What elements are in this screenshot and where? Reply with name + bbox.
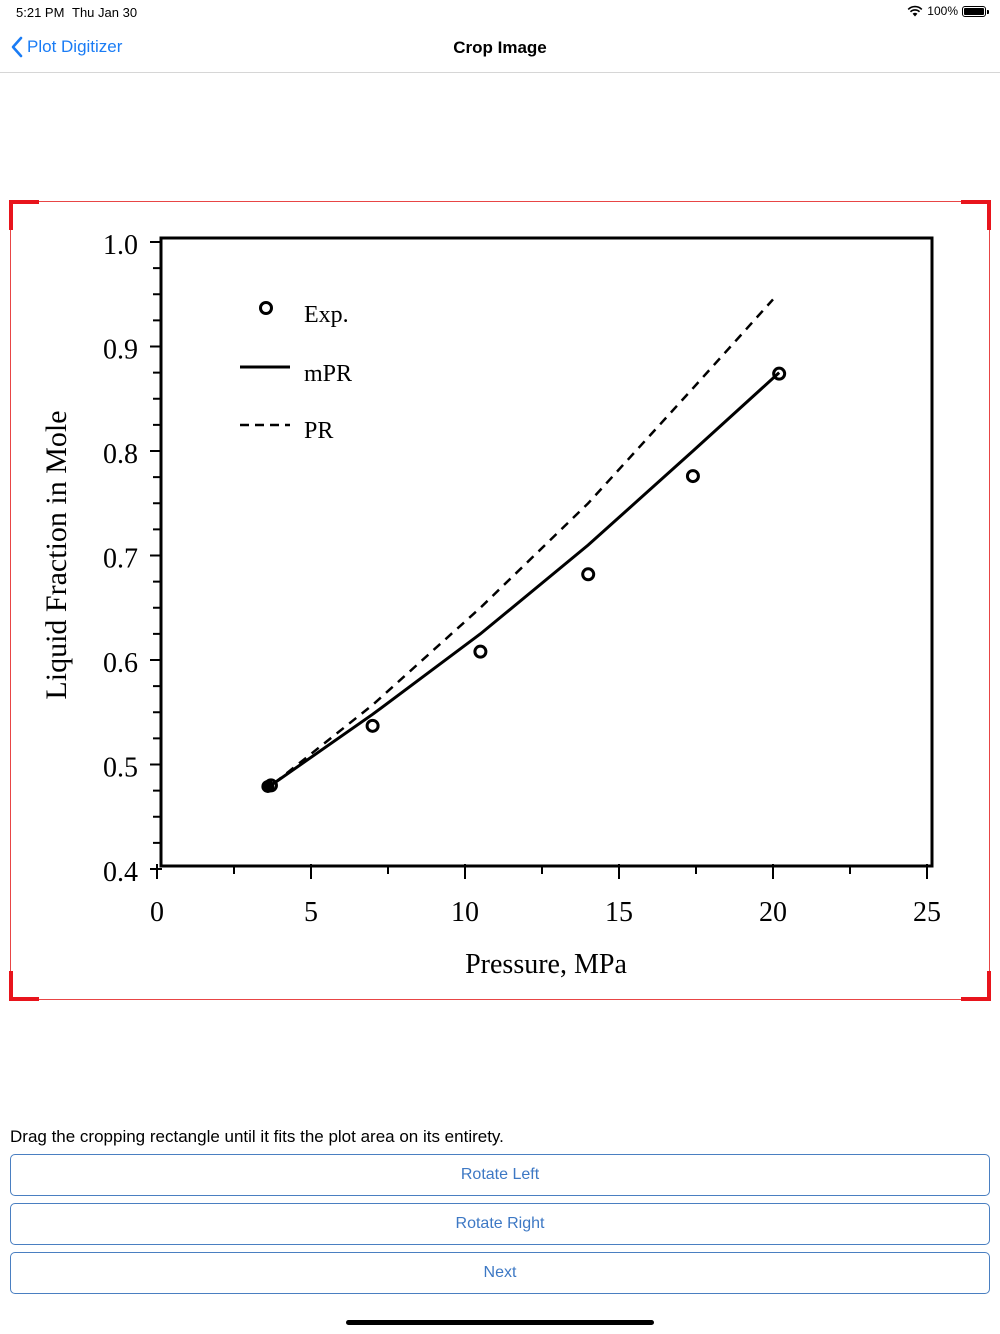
x-tick-label: 25 (913, 897, 941, 928)
y-axis-label: Liquid Fraction in Mole (40, 410, 73, 699)
plot-image: 0.4 0.5 0.6 0.7 0.8 0.9 1.0 0 5 10 15 20 25 Liquid F… (40, 230, 941, 980)
y-tick-label: 0.4 (103, 857, 138, 888)
data-point-exp (581, 567, 596, 582)
back-button[interactable]: Plot Digitizer (10, 36, 122, 58)
series-line-pr (273, 298, 774, 785)
battery-icon (962, 5, 989, 17)
next-button[interactable]: Next (10, 1252, 990, 1294)
navigation-bar: Plot Digitizer Crop Image (0, 24, 1000, 73)
x-axis-label: Pressure, MPa (465, 949, 627, 980)
legend-label-mpr: mPR (304, 361, 352, 387)
y-tick-label: 0.6 (103, 648, 138, 679)
legend-label-pr: PR (304, 418, 333, 444)
x-tick-label: 15 (605, 897, 633, 928)
crop-handle-top-left[interactable] (9, 200, 39, 230)
x-tick-label: 5 (304, 897, 318, 928)
status-time: 5:21 PM (16, 5, 65, 20)
crop-rectangle[interactable] (10, 201, 990, 1000)
status-date: Thu Jan 30 (72, 5, 138, 20)
battery-percent: 100% (927, 4, 958, 18)
data-point-start (261, 779, 275, 793)
crop-handle-top-right[interactable] (961, 200, 991, 230)
x-tick-label: 20 (759, 897, 787, 928)
plot-frame (159, 236, 934, 868)
data-point-exp (685, 469, 700, 484)
rotate-right-button[interactable]: Rotate Right (10, 1203, 990, 1245)
data-point-exp (365, 718, 380, 733)
y-tick-label: 1.0 (103, 230, 138, 261)
legend-marker-exp (259, 301, 273, 315)
home-indicator (346, 1320, 654, 1325)
page-title: Crop Image (453, 38, 547, 57)
data-point-exp (473, 644, 488, 659)
y-tick-label: 0.9 (103, 335, 138, 366)
y-tick-label: 0.7 (103, 544, 138, 575)
x-tick-label: 10 (451, 897, 479, 928)
wifi-icon (907, 5, 923, 17)
instructions-text: Drag the cropping rectangle until it fit… (10, 1127, 504, 1146)
crop-handle-bottom-right[interactable] (961, 971, 991, 1001)
legend-label-exp: Exp. (304, 302, 349, 328)
back-button-label: Plot Digitizer (27, 37, 123, 56)
status-indicators: 100% (907, 4, 989, 18)
status-bar: 5:21 PM Thu Jan 30 100% (0, 0, 1000, 24)
crop-handle-bottom-left[interactable] (9, 971, 39, 1001)
crop-area[interactable]: 0.4 0.5 0.6 0.7 0.8 0.9 1.0 0 5 10 15 20 25 Liquid F… (9, 200, 991, 1001)
chevron-left-icon (11, 36, 23, 58)
x-tick-label: 0 (150, 897, 164, 928)
y-tick-label: 0.5 (103, 753, 138, 784)
y-tick-label: 0.8 (103, 439, 138, 470)
series-line-mpr (267, 371, 781, 789)
rotate-left-button[interactable]: Rotate Left (10, 1154, 990, 1196)
